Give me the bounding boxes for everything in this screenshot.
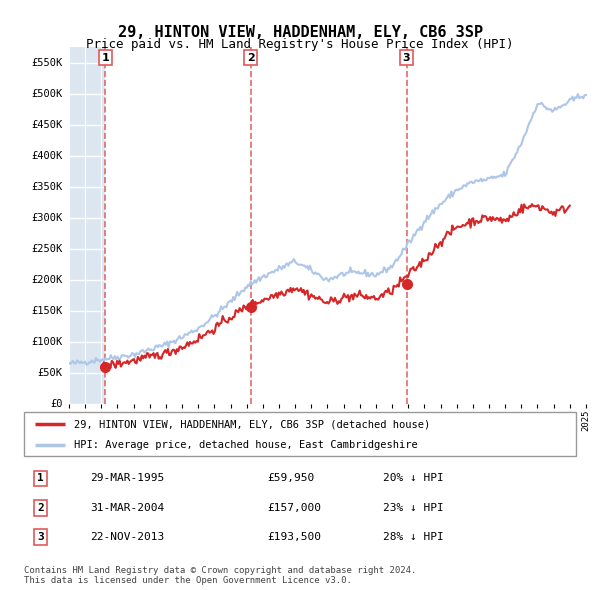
Text: 29-MAR-1995: 29-MAR-1995 bbox=[90, 474, 164, 483]
Text: 28% ↓ HPI: 28% ↓ HPI bbox=[383, 532, 443, 542]
Text: £157,000: £157,000 bbox=[267, 503, 321, 513]
Text: Price paid vs. HM Land Registry's House Price Index (HPI): Price paid vs. HM Land Registry's House … bbox=[86, 38, 514, 51]
Text: £300K: £300K bbox=[31, 213, 63, 223]
Text: 2: 2 bbox=[37, 503, 44, 513]
Text: 2: 2 bbox=[247, 53, 254, 63]
Text: £100K: £100K bbox=[31, 337, 63, 347]
Text: 20% ↓ HPI: 20% ↓ HPI bbox=[383, 474, 443, 483]
Text: 29, HINTON VIEW, HADDENHAM, ELY, CB6 3SP: 29, HINTON VIEW, HADDENHAM, ELY, CB6 3SP bbox=[118, 25, 482, 40]
Text: 3: 3 bbox=[37, 532, 44, 542]
Text: £150K: £150K bbox=[31, 306, 63, 316]
Text: HPI: Average price, detached house, East Cambridgeshire: HPI: Average price, detached house, East… bbox=[74, 440, 418, 450]
Text: 1: 1 bbox=[37, 474, 44, 483]
Text: £450K: £450K bbox=[31, 120, 63, 130]
Text: 3: 3 bbox=[403, 53, 410, 63]
Text: £250K: £250K bbox=[31, 244, 63, 254]
Text: 1: 1 bbox=[101, 53, 109, 63]
Text: £500K: £500K bbox=[31, 88, 63, 99]
Text: £200K: £200K bbox=[31, 275, 63, 285]
Text: £59,950: £59,950 bbox=[267, 474, 314, 483]
Text: £50K: £50K bbox=[38, 368, 63, 378]
Text: 29, HINTON VIEW, HADDENHAM, ELY, CB6 3SP (detached house): 29, HINTON VIEW, HADDENHAM, ELY, CB6 3SP… bbox=[74, 419, 430, 429]
Text: 22-NOV-2013: 22-NOV-2013 bbox=[90, 532, 164, 542]
Text: Contains HM Land Registry data © Crown copyright and database right 2024.
This d: Contains HM Land Registry data © Crown c… bbox=[24, 566, 416, 585]
Text: £0: £0 bbox=[50, 399, 63, 409]
Text: £350K: £350K bbox=[31, 182, 63, 192]
Text: £400K: £400K bbox=[31, 151, 63, 161]
Bar bbox=[69, 47, 105, 404]
Text: 23% ↓ HPI: 23% ↓ HPI bbox=[383, 503, 443, 513]
Text: £550K: £550K bbox=[31, 58, 63, 68]
FancyBboxPatch shape bbox=[24, 412, 576, 456]
Text: 31-MAR-2004: 31-MAR-2004 bbox=[90, 503, 164, 513]
Text: £193,500: £193,500 bbox=[267, 532, 321, 542]
Bar bbox=[105, 47, 594, 404]
Bar bbox=[69, 47, 105, 404]
